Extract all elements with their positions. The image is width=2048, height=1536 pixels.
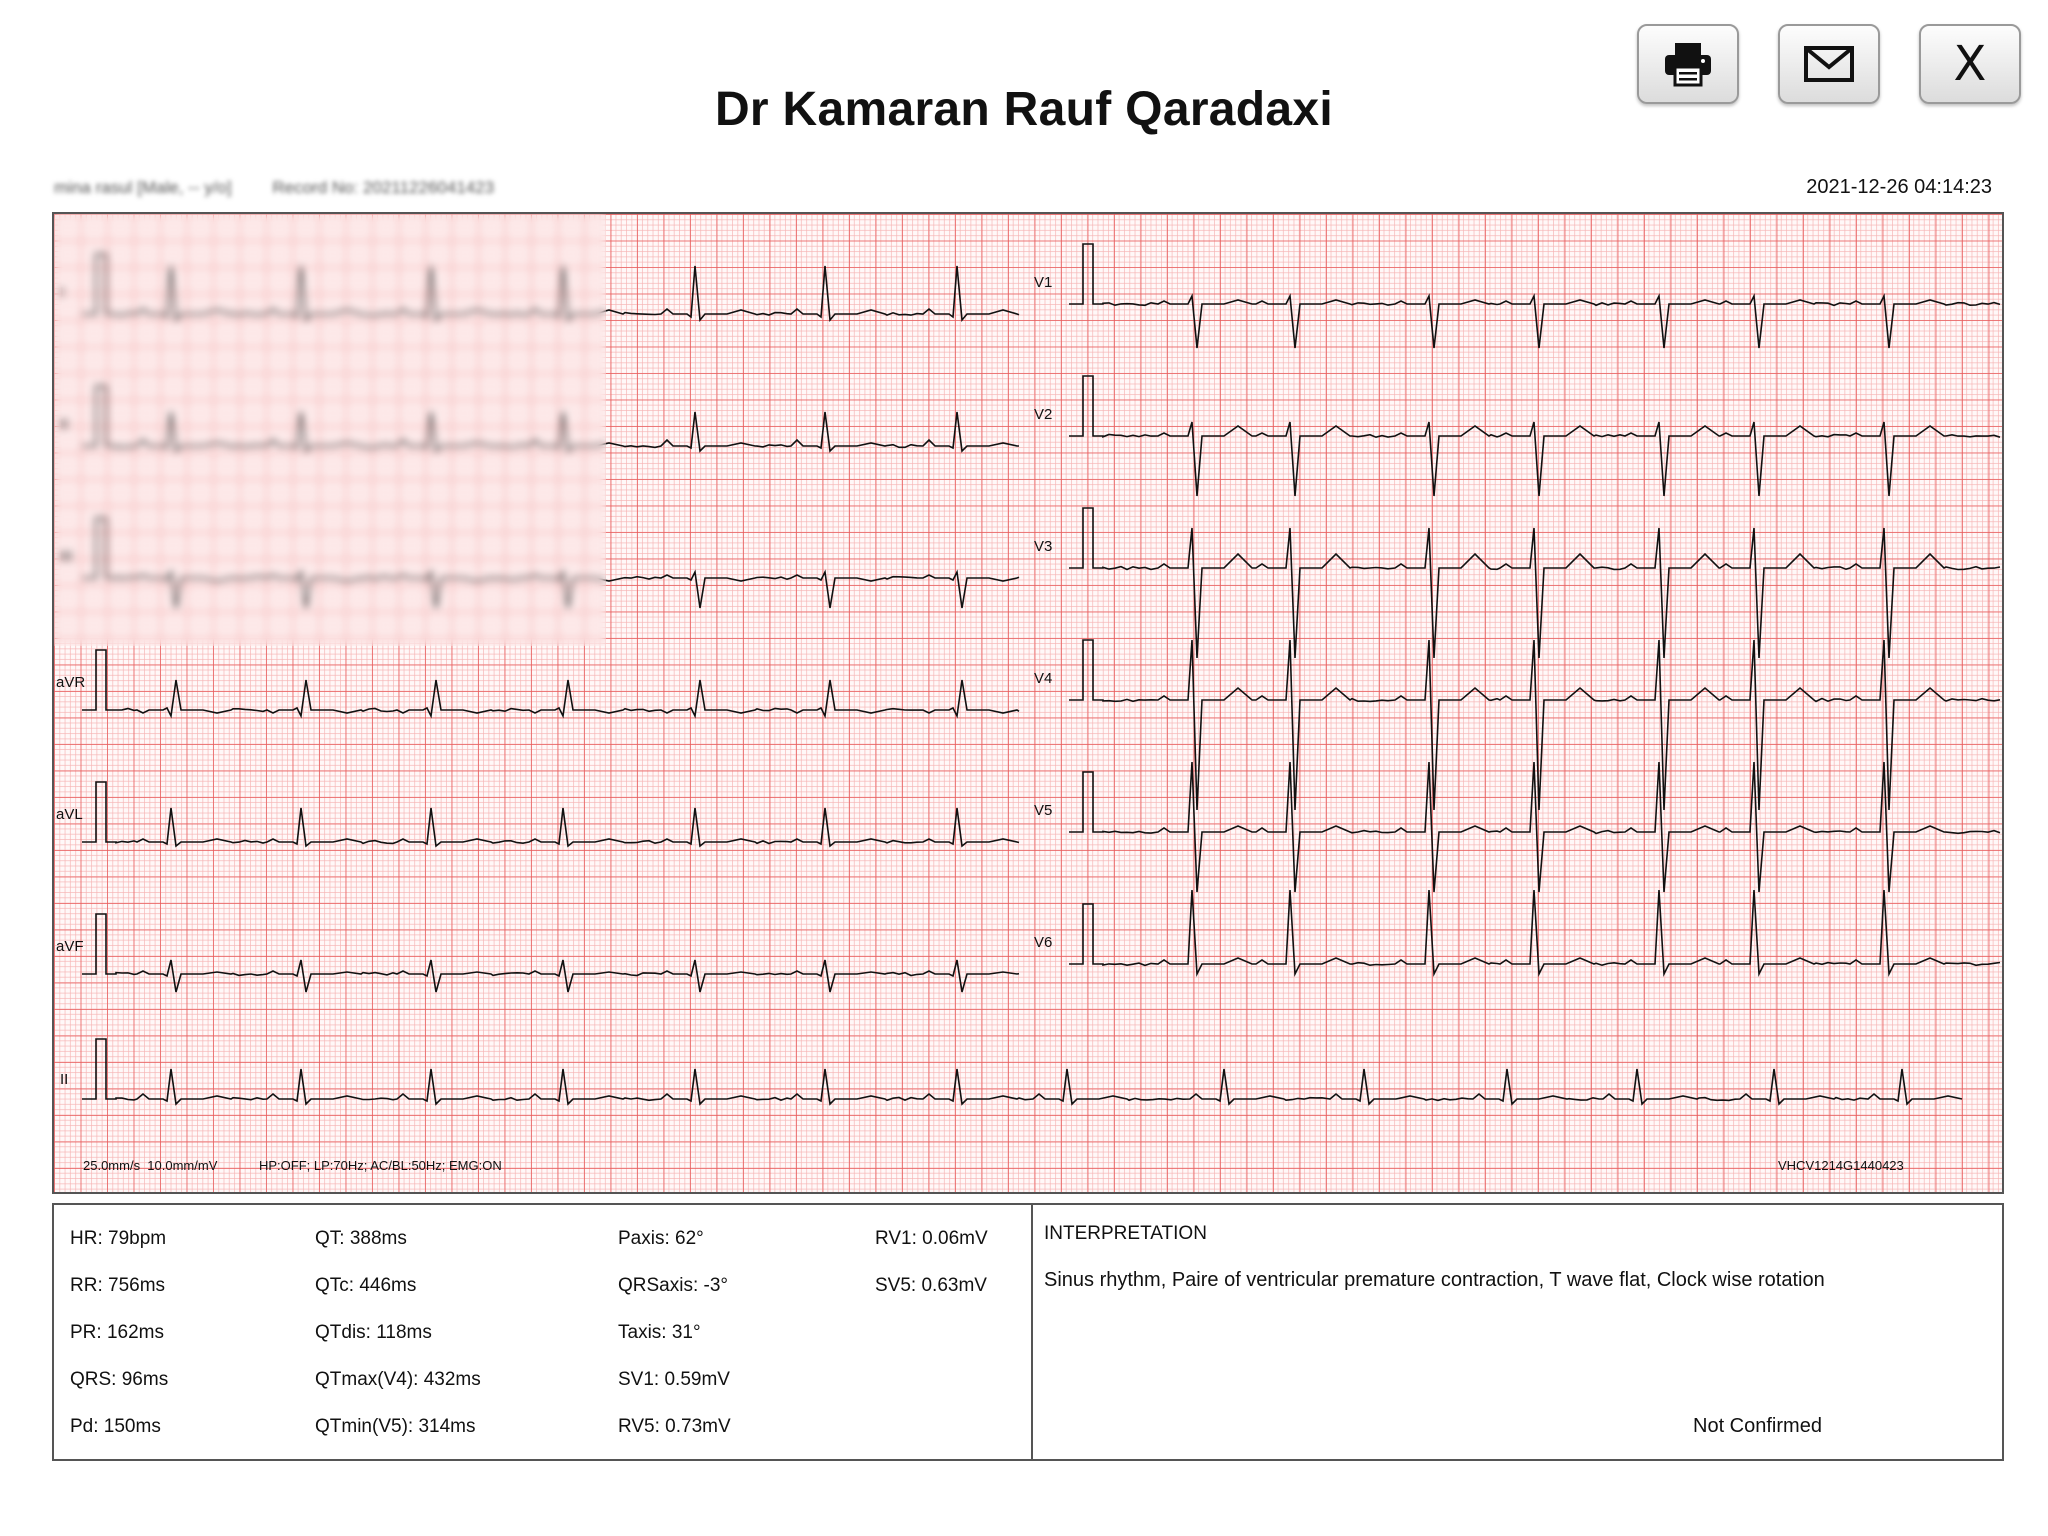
ecg-trace-avf [82,913,1020,993]
ecg-trace-v3 [1069,507,2001,659]
measure-qtmin: QTmin(V5): 314ms [315,1416,476,1437]
measure-qtdis: QTdis: 118ms [315,1322,432,1343]
ecg-trace-v6 [1069,889,2001,978]
ecg-settings: 25.0mm/s 10.0mm/mV [83,1158,218,1173]
measure-qtmax: QTmax(V4): 432ms [315,1369,481,1390]
measure-qrsaxis: QRSaxis: -3° [618,1275,729,1296]
envelope-icon [1804,46,1854,82]
measurement-values: HR: 79bpm RR: 756ms PR: 162ms QRS: 96ms … [54,1205,1033,1459]
ecg-grid: I II III aVR aVL aVF V1 V2 V3 V4 V5 V6 I… [52,212,2004,1194]
measure-sv1: SV1: 0.59mV [618,1369,730,1390]
device-id: VHCV1214G1440423 [1778,1158,1904,1173]
close-icon: X [1953,36,1987,92]
measure-taxis: Taxis: 31° [618,1322,701,1343]
print-button[interactable] [1637,24,1739,104]
measurement-panel: HR: 79bpm RR: 756ms PR: 162ms QRS: 96ms … [52,1203,2004,1461]
lead-label-rhythm-ii: II [60,1071,68,1088]
measurement-column-2: QT: 388ms QTc: 446ms QTdis: 118ms QTmax(… [315,1227,481,1462]
close-button[interactable]: X [1919,24,2021,104]
ecg-trace-v2 [1069,375,2001,497]
lead-label-v4: V4 [1034,670,1052,687]
patient-info: mina rasul [Male, -- y/o] Record No: 202… [54,178,530,198]
ecg-trace-rhythm-ii [82,1038,1963,1106]
measure-qt: QT: 388ms [315,1228,407,1249]
measure-sv5: SV5: 0.63mV [875,1275,987,1296]
ecg-trace-avl [82,781,1020,848]
measure-paxis: Paxis: 62° [618,1228,704,1249]
record-number: Record No: 20211226041423 [272,178,495,197]
privacy-blur-region [54,214,606,646]
ecg-filters: HP:OFF; LP:70Hz; AC/BL:50Hz; EMG:ON [259,1158,502,1173]
ecg-trace-v4 [1069,639,2001,811]
email-button[interactable] [1778,24,1880,104]
lead-label-v3: V3 [1034,538,1052,555]
lead-label-avr: aVR [56,674,85,691]
interpretation-title: INTERPRETATION [1044,1223,1207,1244]
lead-label-v2: V2 [1034,406,1052,423]
measure-pd: Pd: 150ms [70,1416,161,1437]
lead-label-v6: V6 [1034,934,1052,951]
measurement-column-1: HR: 79bpm RR: 756ms PR: 162ms QRS: 96ms … [70,1227,168,1462]
ecg-trace-v1 [1069,243,2001,349]
measure-qrs: QRS: 96ms [70,1369,169,1390]
confirmation-status: Not Confirmed [1693,1415,1822,1437]
measure-rv5: RV5: 0.73mV [618,1416,731,1437]
interpretation-text: Sinus rhythm, Paire of ventricular prema… [1044,1269,1825,1291]
measure-rv1: RV1: 0.06mV [875,1228,988,1249]
lead-label-v5: V5 [1034,802,1052,819]
ecg-trace-avr [82,649,1020,719]
lead-label-v1: V1 [1034,274,1052,291]
ecg-trace-v5 [1069,761,2001,893]
lead-label-avf: aVF [56,938,84,955]
ecg-traces: I II III aVR aVL aVF V1 V2 V3 V4 V5 V6 I… [56,243,2001,1173]
measure-hr: HR: 79bpm [70,1228,167,1249]
patient-summary: mina rasul [Male, -- y/o] [54,178,232,197]
measure-rr: RR: 756ms [70,1275,166,1296]
lead-label-avl: aVL [56,806,83,823]
measurement-column-3: Paxis: 62° QRSaxis: -3° Taxis: 31° SV1: … [618,1227,731,1462]
measure-pr: PR: 162ms [70,1322,164,1343]
printer-icon [1665,43,1711,87]
record-datetime: 2021-12-26 04:14:23 [1806,176,1992,198]
measurement-column-4: RV1: 0.06mV SV5: 0.63mV [875,1227,988,1321]
doctor-name: Dr Kamaran Rauf Qaradaxi [714,83,1334,136]
measure-qtc: QTc: 446ms [315,1275,417,1296]
